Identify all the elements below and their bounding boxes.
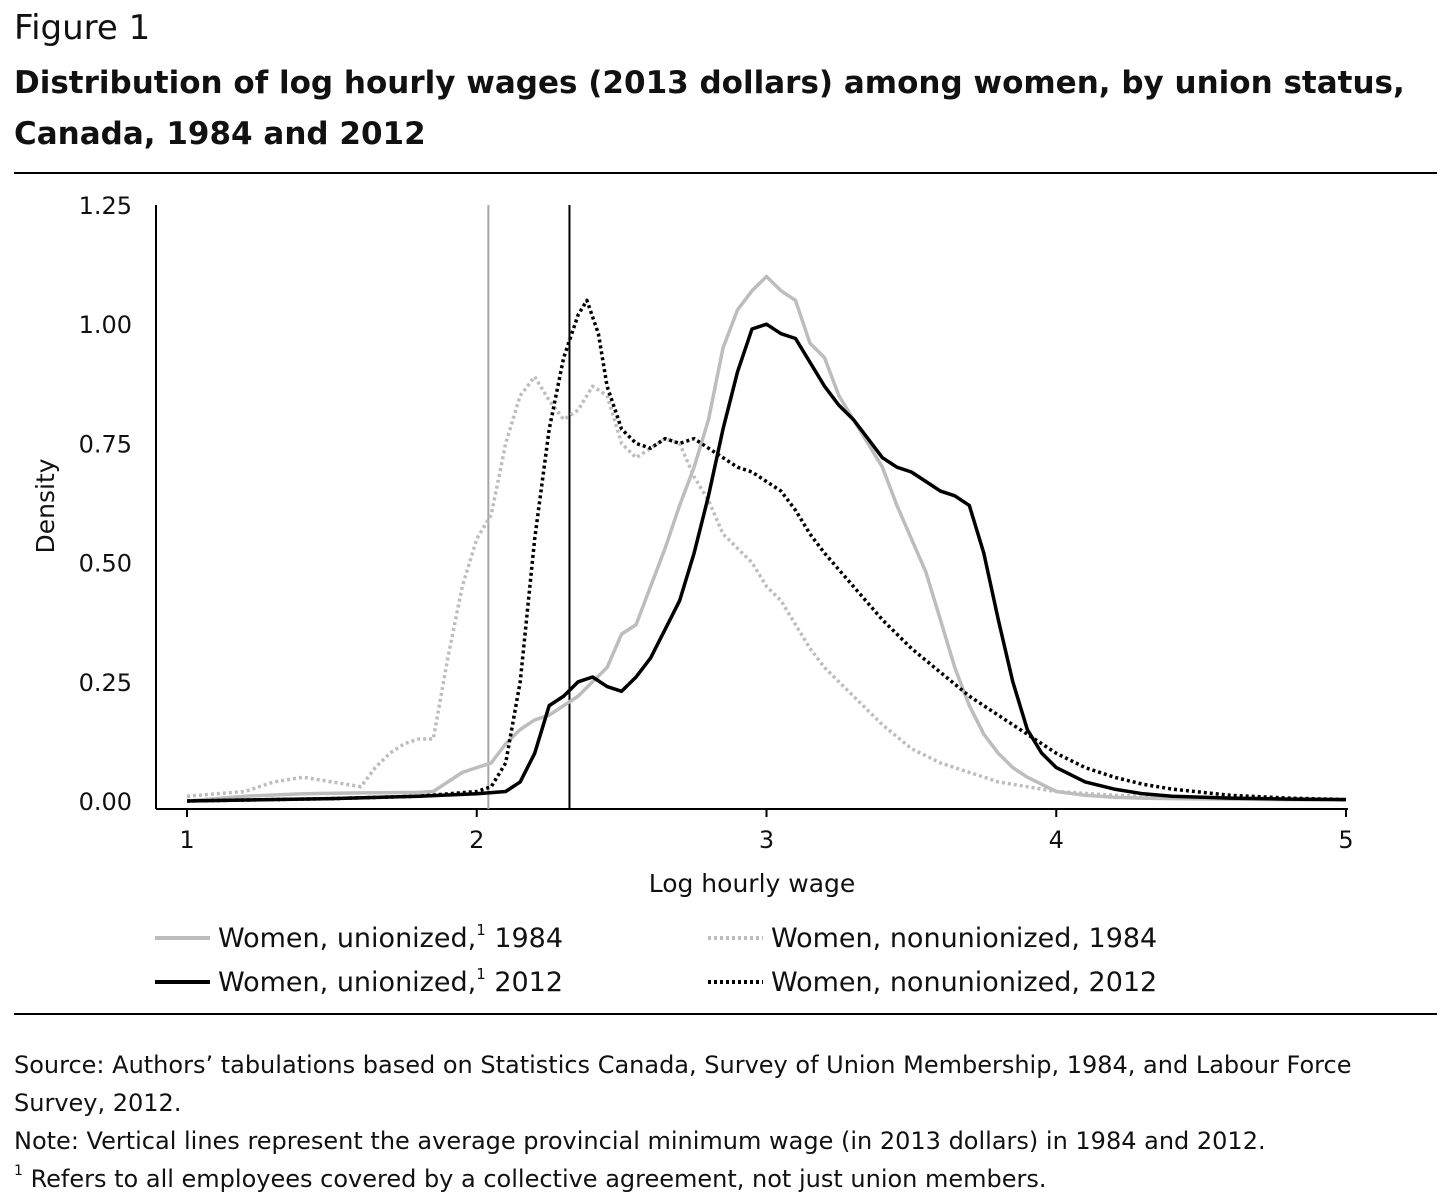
top-divider: [14, 172, 1437, 174]
y-axis-title: Density: [31, 458, 60, 553]
y-tick-label: 0.00: [79, 788, 132, 816]
series-line: [186, 322, 1347, 803]
footnote-marker: 1: [14, 1163, 23, 1179]
source-note: Source: Authors’ tabulations based on St…: [14, 1051, 1352, 1117]
figure-label: Figure 1: [14, 8, 151, 48]
y-tick-label: 1.25: [79, 192, 132, 220]
legend: Women, unionized,1 1984 Women, nonunioniz…: [155, 921, 1157, 998]
y-tick-label: 0.50: [79, 550, 132, 578]
x-tick-label: 5: [1338, 826, 1353, 854]
y-tick-label: 0.25: [79, 669, 132, 697]
x-axis-title: Log hourly wage: [649, 869, 856, 898]
series-layer: [186, 274, 1347, 803]
series-line: [186, 374, 1347, 802]
x-tick-label: 4: [1049, 826, 1064, 854]
x-tick-label: 3: [759, 826, 774, 854]
chart-footer: Source: Authors’ tabulations based on St…: [14, 1046, 1434, 1202]
legend-label: Women, unionized,1 2012: [218, 965, 563, 998]
minimum-wage-lines: [487, 205, 571, 809]
chart: 0.00 0.25 0.50 0.75 1.00 1.25 1 2 3 4 5 Log hourly …: [31, 192, 1354, 998]
chart-title: Distribution of log hourly wages (2013 d…: [14, 65, 1405, 152]
footnote-text: Refers to all employees covered by a col…: [30, 1165, 1047, 1193]
legend-label: Women, unionized,1 1984: [218, 921, 563, 954]
legend-label: Women, nonunionized, 1984: [771, 923, 1157, 954]
y-tick-label: 1.00: [79, 311, 132, 339]
y-tick-label: 0.75: [79, 430, 132, 458]
series-line: [186, 274, 1346, 803]
x-tick-label: 1: [179, 826, 194, 854]
x-tick-label: 2: [469, 826, 484, 854]
footnote: 1 Refers to all employees covered by a c…: [14, 1160, 1434, 1202]
axes: 0.00 0.25 0.50 0.75 1.00 1.25 1 2 3 4 5 Log hourly …: [31, 192, 1354, 898]
series-line: [186, 298, 1347, 803]
legend-label: Women, nonunionized, 2012: [771, 967, 1157, 998]
note: Note: Vertical lines represent the avera…: [14, 1127, 1266, 1155]
bottom-divider: [14, 1013, 1437, 1015]
